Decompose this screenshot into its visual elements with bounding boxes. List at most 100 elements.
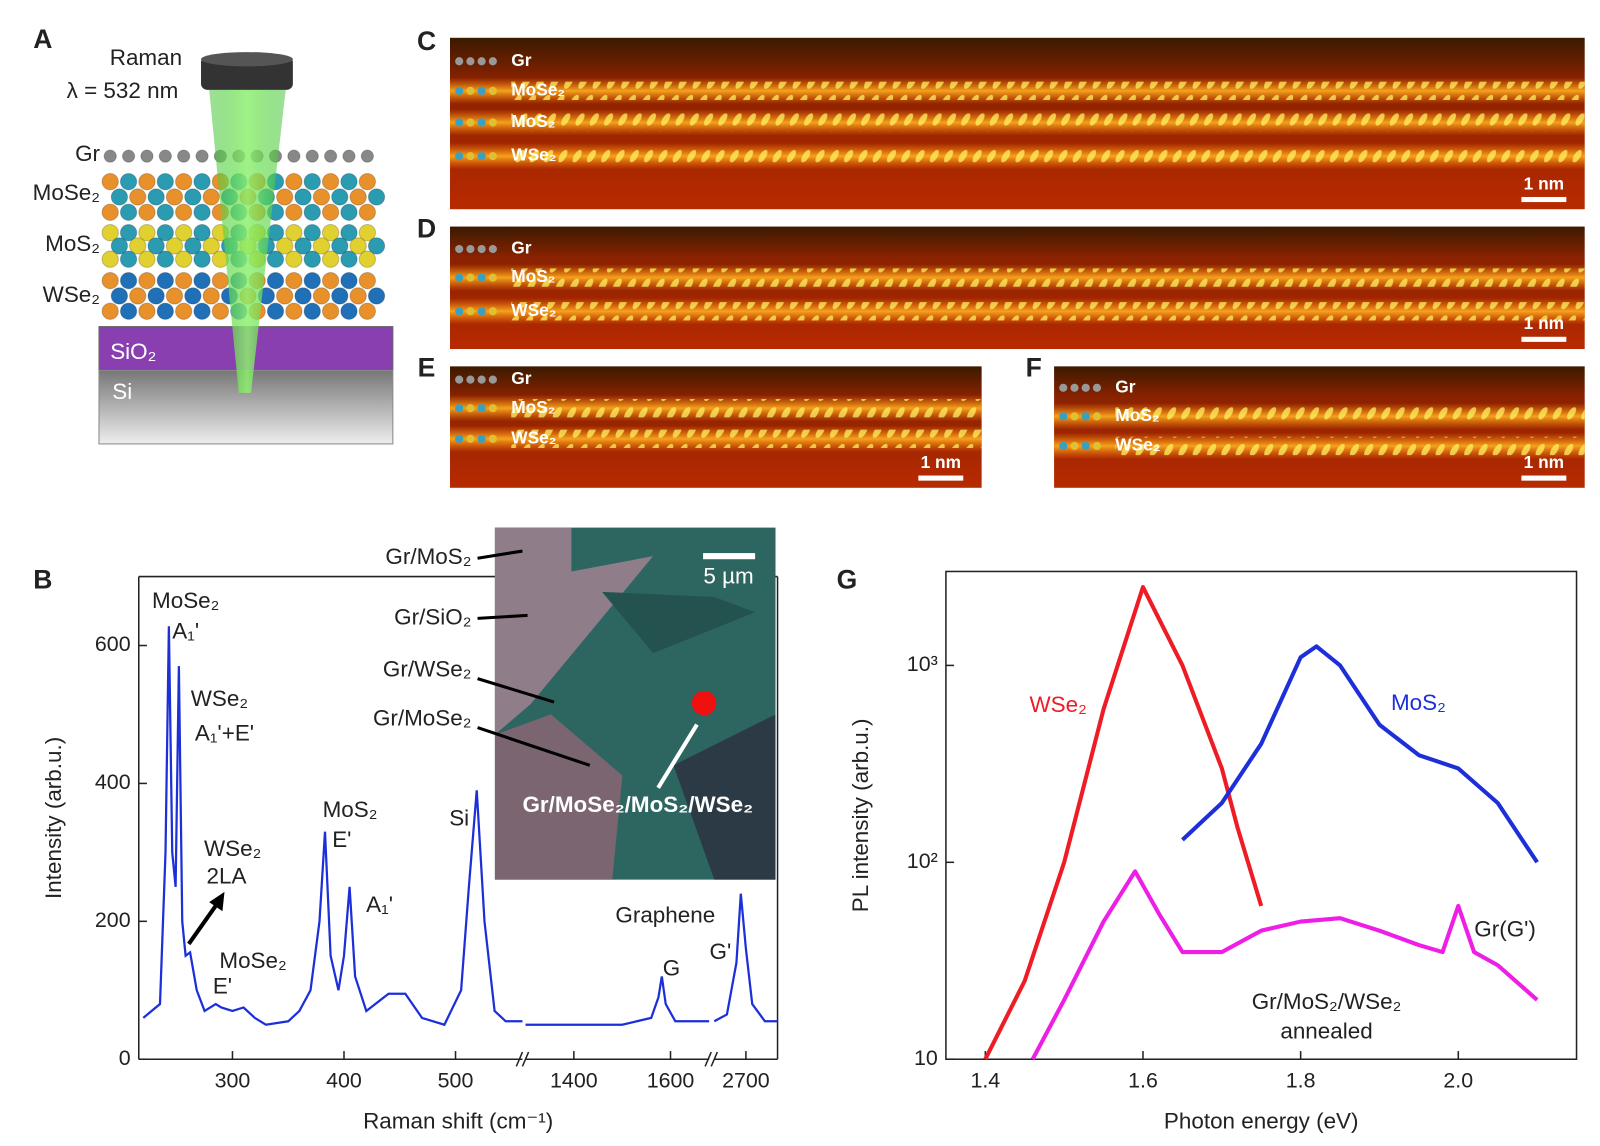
atom: [358, 302, 377, 320]
atom: [321, 224, 340, 242]
atom: [129, 237, 147, 255]
atom: [285, 302, 303, 320]
atom: [103, 149, 117, 163]
lattice: [511, 302, 1585, 321]
atom: [349, 188, 367, 206]
atom: [303, 203, 321, 221]
layer-icon: [455, 273, 464, 282]
atom: [358, 271, 377, 290]
atom: [349, 287, 367, 305]
atom: [303, 172, 321, 191]
lattice: [511, 146, 1585, 166]
flake: [494, 714, 623, 880]
layer-icon: [488, 307, 497, 316]
atom: [110, 188, 129, 206]
atom: [138, 271, 156, 290]
layer-label: WSe₂: [511, 427, 556, 447]
layer-icon: [477, 244, 486, 254]
layer-icon: [488, 273, 497, 282]
atom: [340, 271, 358, 290]
layer-label: MoS₂: [511, 397, 555, 417]
atom: [193, 172, 211, 191]
layer-icon: [455, 152, 464, 161]
layer-icon: [1081, 412, 1090, 421]
atom: [340, 203, 358, 221]
panel-label: E: [418, 352, 436, 382]
layer-icon: [466, 86, 475, 95]
layer-label: MoS₂: [511, 266, 555, 286]
atom: [321, 172, 340, 191]
atom: [147, 237, 165, 255]
atom: [285, 271, 303, 290]
atom: [129, 188, 147, 206]
peak-label: Si: [449, 805, 469, 830]
atom: [266, 302, 285, 320]
atom: [276, 188, 294, 206]
atom: [193, 302, 211, 320]
arrow-head: [209, 891, 225, 912]
atom: [358, 203, 377, 221]
y-tick-label: 10: [914, 1046, 938, 1070]
atom: [175, 172, 193, 191]
scale-bar: [918, 475, 964, 481]
atom: [175, 302, 193, 320]
atom: [129, 287, 147, 305]
y-tick-label: 200: [95, 908, 131, 932]
atom: [367, 188, 386, 206]
atom: [119, 302, 138, 320]
atom: [177, 149, 191, 163]
layer-icon: [466, 434, 475, 443]
layer-label: Gr: [75, 141, 100, 166]
lattice: [1115, 407, 1585, 426]
layer-icon: [1092, 441, 1102, 451]
axis-break: [704, 1051, 719, 1067]
layer-icon: [1092, 383, 1102, 392]
lattice: [1115, 436, 1585, 456]
layer-label: MoS₂: [45, 231, 100, 256]
layer-icon: [455, 307, 464, 316]
series-label: Gr/MoS₂/WSe₂: [1252, 989, 1402, 1014]
layer-label: Gr: [511, 368, 531, 388]
lattice: [511, 81, 1585, 101]
scale-bar-label: 1 nm: [1524, 313, 1564, 333]
layer-label: MoS₂: [1115, 405, 1159, 425]
atom: [294, 188, 312, 206]
atom: [101, 172, 119, 191]
atom: [285, 172, 303, 191]
scale-bar: [1521, 336, 1567, 342]
atom: [119, 203, 138, 221]
inset-label: Gr/WSe₂: [383, 656, 472, 681]
annotation: Gr(G'): [1474, 917, 1536, 942]
atom: [110, 237, 129, 255]
atom: [323, 149, 338, 163]
atom: [360, 149, 374, 163]
arrow: [187, 900, 221, 946]
atom: [211, 271, 230, 290]
spectrum-line: [1030, 869, 1539, 1061]
laser-beam: [209, 89, 286, 393]
x-axis-label: Photon energy (eV): [1164, 1108, 1359, 1133]
scale-bar: [1521, 196, 1567, 203]
atom: [358, 224, 377, 242]
atom: [156, 203, 174, 221]
wavelength-label: λ = 532 nm: [67, 78, 179, 103]
peak-label: G: [663, 955, 680, 980]
layer-icon: [477, 118, 486, 127]
atom: [321, 250, 340, 268]
scale-bar-label: 1 nm: [921, 452, 961, 472]
panel-label: C: [417, 26, 436, 56]
spectrum-line: [713, 893, 778, 1023]
atom: [202, 237, 220, 255]
inset-scale-label: 5 µm: [703, 564, 753, 589]
peak-label: Graphene: [615, 902, 715, 927]
atom: [342, 149, 356, 163]
layer-icon: [488, 152, 497, 161]
arrow: [477, 549, 523, 560]
atom: [101, 302, 119, 320]
layer-icon: [455, 375, 464, 384]
atom: [312, 188, 331, 206]
atom: [202, 188, 220, 206]
peak-label: A₁'+E': [195, 721, 254, 746]
spot: [691, 690, 717, 716]
atom: [195, 149, 209, 163]
